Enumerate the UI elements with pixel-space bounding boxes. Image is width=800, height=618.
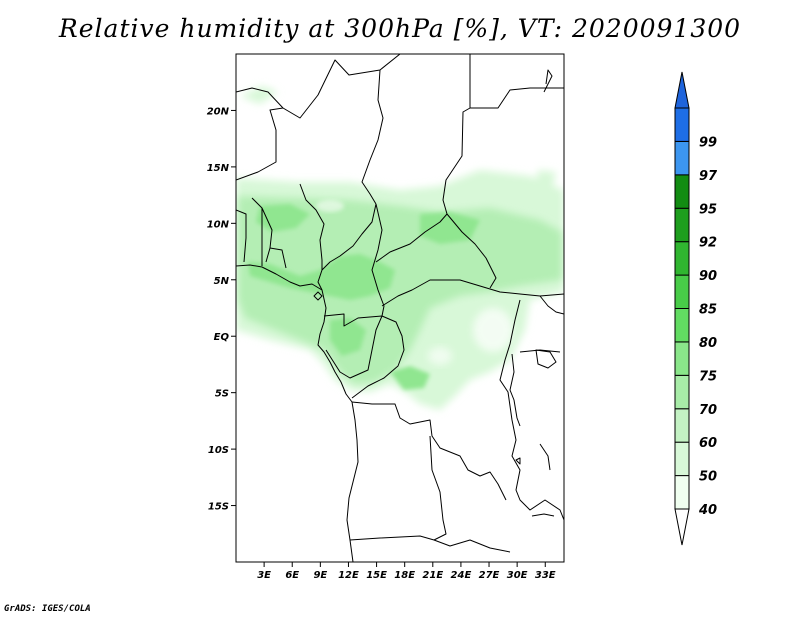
lat-tick-label: 5N [214,276,230,287]
lon-tick-label: 18E [394,570,415,581]
colorbar-swatch [674,308,690,343]
border-egypt-sudan [470,87,564,109]
colorbar-label: 75 [699,369,717,384]
colorbar-label: 60 [699,436,717,451]
lon-tick-label: 9E [313,570,327,581]
lat-tick-label: 15S [208,502,229,513]
great-lakes [509,349,557,517]
latitude-axis: 20N 15N 10N 5N EQ 5S 10S 15S [207,106,236,513]
border-east-africa [499,299,564,521]
colorbar-label: 70 [699,403,717,418]
colorbar-label: 80 [699,336,717,351]
colorbar-swatch [674,441,690,477]
map-title: Relative humidity at 300hPa [%], VT: 202… [58,14,742,43]
colorbar: 40 50 60 70 75 80 85 90 92 95 97 99 [674,71,718,546]
border-congo-drc [351,315,405,399]
humidity-dry-pockets [316,200,513,365]
map-frame [235,53,565,563]
lon-tick-label: 24E [451,570,472,581]
border-burkina-ghana [251,197,273,263]
border-sahara-north [236,54,401,119]
colorbar-swatch [674,341,690,376]
border-drc-angola [351,401,507,501]
coastlines-borders [236,54,564,562]
lat-tick-label: 10N [207,219,230,230]
colorbar-label: 99 [699,135,717,150]
lon-tick-label: 12E [338,570,359,581]
lat-tick-label: 5S [215,389,229,400]
border-niger-libya [361,69,384,205]
lat-tick-label: 15N [207,163,230,174]
lat-tick-label: 20N [207,106,230,117]
colorbar-lower-arrow [674,508,690,546]
lon-tick-label: 33E [535,570,556,581]
colorbar-swatch [674,241,690,276]
colorbar-swatch [674,207,690,243]
humidity-shading-dark [248,204,480,390]
border-chad-sudan [442,54,497,289]
colorbar-swatch [674,408,690,443]
grads-credit: GrADS: IGES/COLA [4,604,91,614]
lon-tick-label: 30E [507,570,528,581]
coastline-west-africa [236,264,359,562]
border-nigeria-cameroon [317,203,377,291]
longitude-axis: 3E 6E 9E 12E 15E 18E 21E 24E 27E 30E 33E [257,562,556,581]
colorbar-swatch [674,475,690,510]
border-angola-zambia [429,435,447,541]
border-cameroon-car [371,203,385,317]
border-namibia [349,535,511,553]
border-mali-niger [236,107,284,181]
colorbar-swatch [674,374,690,410]
lon-tick-label: 3E [257,570,271,581]
lon-tick-label: 15E [366,570,387,581]
colorbar-swatch [674,107,690,142]
border-benin-nigeria [299,183,325,270]
border-chad-car [375,213,448,263]
colorbar-label: 85 [699,303,717,318]
border-car-drc [381,279,564,307]
border-congo-gabon [323,313,383,379]
colorbar-swatch [674,274,690,310]
border-coastal-states [236,208,287,269]
colorbar-label: 92 [699,236,717,251]
colorbar-label: 40 [698,503,717,518]
colorbar-swatch [674,140,690,176]
lakes-small [313,69,553,465]
colorbar-upper-arrow [674,71,690,109]
border-uganda-kenya [519,295,564,353]
lat-tick-label: 10S [208,445,229,456]
lon-tick-label: 6E [285,570,299,581]
colorbar-label: 97 [699,169,718,184]
colorbar-label: 50 [699,470,717,485]
colorbar-swatch [674,174,690,209]
lat-tick-label: EQ [214,332,230,343]
lon-tick-label: 21E [422,570,443,581]
colorbar-label: 90 [699,269,717,284]
lon-tick-label: 27E [479,570,500,581]
colorbar-label: 95 [699,202,717,217]
